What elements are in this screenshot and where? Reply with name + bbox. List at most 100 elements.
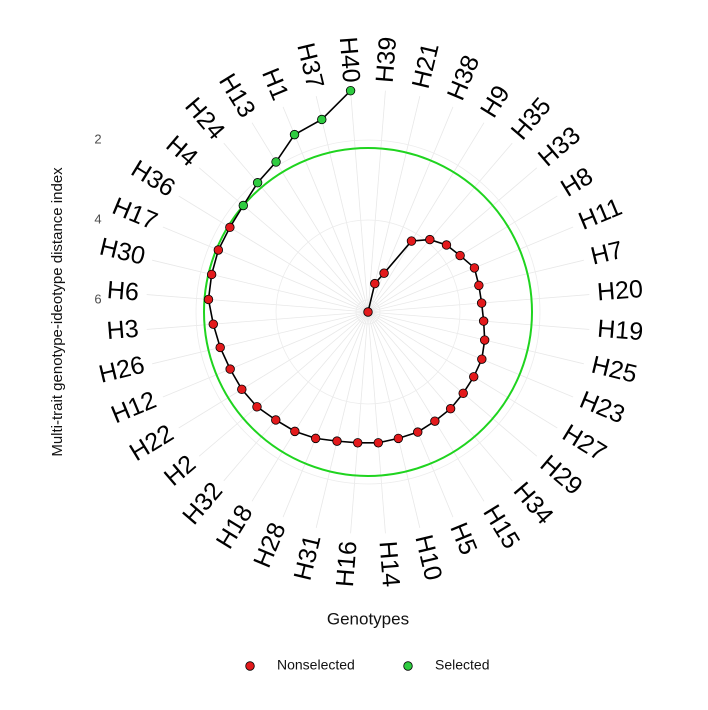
category-label: H9 — [475, 81, 516, 123]
point — [238, 200, 248, 211]
point — [458, 388, 468, 399]
grid-spoke — [367, 167, 538, 313]
point — [237, 384, 247, 395]
y-tick-label: 6 — [94, 291, 101, 306]
point — [406, 236, 417, 246]
grid-spoke — [251, 311, 369, 502]
grid-spoke — [198, 167, 369, 313]
category-label: H26 — [96, 351, 147, 389]
point — [441, 240, 452, 250]
point — [208, 319, 218, 329]
grid-spoke — [367, 311, 538, 457]
grid-spoke — [367, 311, 574, 398]
category-label: H38 — [442, 51, 485, 104]
grid-spoke — [367, 311, 386, 534]
grid-spoke — [367, 90, 386, 313]
grid-spoke — [282, 106, 369, 313]
category-label: H7 — [588, 236, 626, 271]
point — [474, 280, 484, 291]
legend-label: Nonselected — [277, 657, 355, 673]
category-label: H11 — [575, 193, 626, 236]
point — [430, 416, 440, 426]
grid-spoke — [178, 195, 369, 313]
category-label: H1 — [256, 64, 294, 104]
point — [310, 433, 321, 444]
legend-label: Selected — [435, 657, 489, 673]
grid-spoke — [367, 96, 421, 313]
grid-circle — [195, 139, 541, 485]
point — [393, 433, 404, 444]
grid-spoke — [223, 311, 369, 482]
category-label: H6 — [106, 276, 140, 306]
y-tick-label: 2 — [94, 131, 101, 146]
y-axis-title: Multi-trait genotype-ideotype distance i… — [49, 167, 66, 457]
point — [379, 268, 389, 278]
grid-spoke — [350, 90, 369, 313]
grid-spoke — [367, 311, 558, 429]
point — [477, 354, 487, 364]
grid-spoke — [223, 142, 369, 313]
category-label: H5 — [444, 519, 482, 559]
grid-spoke — [315, 311, 369, 528]
grid-spoke — [162, 311, 369, 398]
point — [445, 404, 456, 414]
point — [413, 427, 423, 437]
category-label: H39 — [371, 36, 403, 84]
category-label: H37 — [291, 40, 329, 91]
x-axis-title: Genotypes — [327, 609, 409, 628]
category-label: H8 — [556, 162, 598, 203]
category-label: H10 — [409, 532, 447, 583]
category-label: H2 — [159, 450, 201, 492]
point — [225, 364, 235, 374]
grid-spoke — [152, 259, 369, 313]
point — [271, 157, 281, 167]
grid-spoke — [198, 311, 369, 457]
point — [373, 438, 383, 448]
point — [317, 114, 327, 125]
point — [289, 129, 300, 140]
point — [353, 438, 363, 448]
point — [476, 298, 487, 308]
grid-spoke — [367, 311, 485, 502]
point — [455, 250, 465, 261]
point — [478, 316, 489, 326]
grid-spoke — [152, 311, 369, 365]
grid-spoke — [367, 106, 454, 313]
point — [469, 263, 480, 273]
category-label: H25 — [589, 351, 640, 389]
grid-spoke — [367, 311, 513, 482]
point — [469, 372, 479, 382]
point — [206, 269, 217, 280]
grid-spoke — [282, 311, 369, 518]
category-label: H15 — [477, 500, 525, 554]
grid-spoke — [178, 311, 369, 429]
category-label: H30 — [97, 233, 148, 271]
grid-circle — [355, 299, 381, 325]
category-label: H14 — [373, 540, 405, 588]
point — [290, 426, 300, 437]
grid-spoke — [251, 122, 369, 313]
grid-spoke — [367, 311, 421, 528]
category-label: H23 — [576, 386, 629, 429]
point — [203, 294, 214, 305]
grid-spoke — [146, 311, 369, 330]
point — [363, 307, 373, 317]
point — [425, 234, 435, 245]
category-label: H4 — [161, 130, 204, 172]
grid-spoke — [315, 96, 369, 313]
category-label: H3 — [106, 315, 140, 345]
category-label: H21 — [407, 40, 445, 91]
point — [345, 85, 356, 96]
category-label: H28 — [248, 519, 291, 572]
category-label: H16 — [331, 540, 363, 588]
grid-spoke — [367, 142, 513, 313]
point — [332, 436, 342, 446]
point — [479, 335, 490, 345]
grid-spoke — [367, 311, 590, 330]
category-label: H36 — [126, 155, 180, 203]
grid-spoke — [162, 226, 369, 313]
grid-spoke — [367, 311, 584, 365]
category-label: H19 — [596, 315, 644, 347]
